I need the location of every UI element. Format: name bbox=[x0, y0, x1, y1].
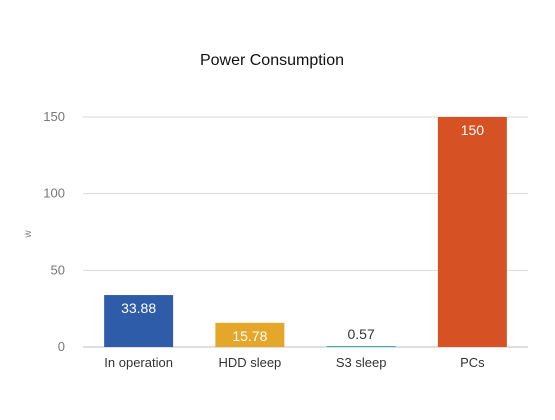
x-tick-label: In operation bbox=[104, 355, 173, 370]
y-tick-label: 100 bbox=[43, 186, 65, 201]
x-tick-label: HDD sleep bbox=[218, 355, 281, 370]
y-tick-label: 0 bbox=[58, 339, 65, 354]
data-label: 150 bbox=[461, 122, 485, 138]
data-label: 15.78 bbox=[232, 328, 267, 344]
y-tick-label: 50 bbox=[51, 262, 65, 277]
x-tick-label: S3 sleep bbox=[336, 355, 387, 370]
data-label: 0.57 bbox=[348, 326, 375, 342]
y-tick-label: 150 bbox=[43, 109, 65, 124]
bar bbox=[437, 117, 507, 347]
chart-title: Power Consumption bbox=[200, 52, 344, 69]
data-label: 33.88 bbox=[121, 300, 156, 316]
bar bbox=[326, 346, 396, 347]
x-tick-label: PCs bbox=[460, 355, 485, 370]
bar bbox=[215, 322, 285, 347]
bar bbox=[104, 295, 174, 347]
y-axis-label: w bbox=[23, 230, 34, 239]
